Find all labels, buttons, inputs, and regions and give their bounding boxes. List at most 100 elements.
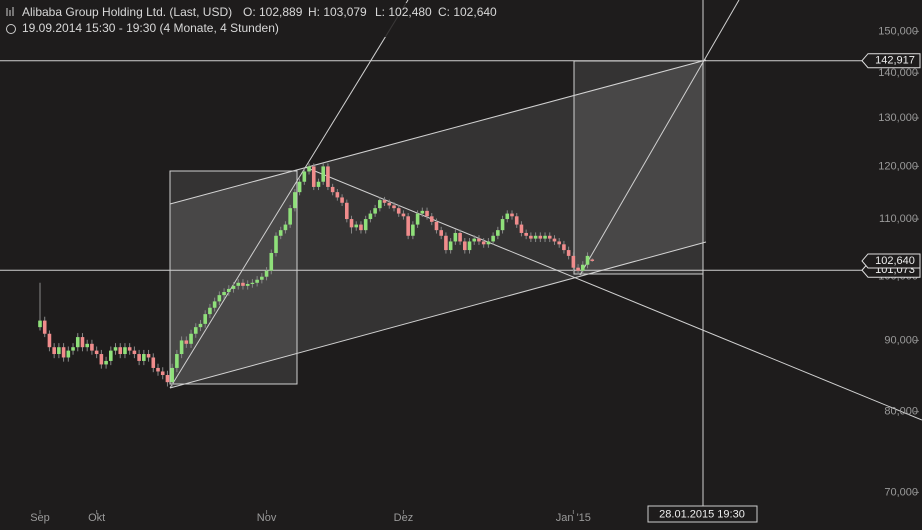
candle-body [359, 224, 363, 231]
candle-body [297, 181, 302, 193]
candle-body [42, 320, 47, 334]
candle-body [104, 360, 108, 365]
candle-body [193, 327, 198, 334]
candle-body [38, 320, 42, 328]
candle-body [146, 354, 151, 358]
candle-body [278, 230, 283, 236]
channel-top [169, 59, 707, 205]
candle-body [557, 241, 561, 245]
candle-body [90, 343, 94, 351]
candle-body [415, 213, 420, 225]
candle-body [231, 285, 236, 289]
candle-body [127, 347, 132, 351]
candle-body [156, 367, 160, 372]
plot: 70,00080,00090,000100,000110,000120,0001… [0, 25, 919, 524]
candle-body [94, 350, 99, 355]
candle-body [66, 350, 71, 358]
y-tick-label: 130,000 [878, 112, 918, 124]
candle-body [142, 354, 146, 361]
candle-body [453, 232, 458, 242]
candle-body [434, 221, 439, 231]
channel-bottom [169, 241, 707, 389]
candle-body [184, 340, 189, 344]
y-tick-label: 120,000 [878, 160, 918, 172]
trend-line [304, 166, 922, 421]
candle-body [71, 347, 75, 351]
icon [6, 7, 14, 16]
candle-body [420, 210, 425, 214]
candle-body [61, 347, 66, 358]
header: Alibaba Group Holding Ltd. (Last, USD) O… [2, 3, 502, 37]
candle-body [57, 347, 61, 355]
candle-body [118, 347, 123, 355]
candle-body [562, 244, 566, 251]
candle-body [458, 232, 462, 242]
candle-body [444, 235, 448, 251]
candle-body [227, 288, 231, 293]
trend-line [169, 0, 409, 389]
low: L: 102,480 [375, 5, 432, 19]
x-tick-label: Okt [88, 512, 105, 524]
candle-body [401, 213, 406, 217]
candle-body [47, 333, 52, 348]
candle-body [321, 166, 325, 182]
candle-body [269, 252, 274, 271]
candle-body [260, 276, 264, 280]
trend-line [579, 0, 740, 276]
subtitle: 19.09.2014 15:30 - 19:30 (4 Monate, 4 St… [22, 21, 279, 35]
candle-body [448, 241, 453, 251]
candle-body [241, 282, 245, 286]
candle-body [576, 267, 580, 271]
x-tick-label: Sep [30, 512, 50, 524]
title: Alibaba Group Holding Ltd. (Last, USD) [22, 5, 232, 19]
x-tick-label: Nov [257, 512, 277, 524]
candle-body [283, 224, 288, 231]
candle-body [533, 235, 538, 239]
candle-body [212, 301, 217, 308]
candle-body [307, 166, 311, 172]
y-tick-label: 140,000 [878, 67, 918, 79]
clock-icon [6, 24, 16, 34]
crosshair-box [647, 505, 758, 523]
candle-body [571, 255, 576, 268]
crosshair-label: 28.01.2015 19:30 [659, 508, 745, 520]
candle-body [123, 347, 127, 355]
candle-body [217, 295, 222, 302]
candle-body [75, 337, 80, 348]
candle-body [132, 350, 137, 355]
candle-body [581, 264, 585, 271]
candle-body [585, 255, 590, 265]
candle-body [566, 250, 571, 256]
header-bg [2, 3, 502, 37]
candle-body [335, 192, 340, 198]
candle-body [250, 282, 255, 285]
candle-body [236, 282, 241, 286]
candle-body [175, 354, 179, 368]
last-price-tag [861, 253, 921, 269]
candle-body [529, 235, 533, 239]
candle-body [467, 241, 472, 251]
candle-body [137, 354, 141, 361]
box [169, 170, 298, 385]
candle-body [373, 208, 377, 214]
candle-body [165, 375, 170, 383]
y-tick-label: 110,000 [879, 213, 918, 225]
candle-body [302, 171, 307, 182]
candle-body [316, 181, 321, 187]
candle-body [208, 307, 212, 315]
candle-body [109, 350, 113, 361]
candle-body [396, 208, 401, 214]
candle-body [203, 314, 207, 324]
level-tag [861, 53, 921, 69]
y-tick-label: 70,000 [884, 486, 918, 498]
candle-body [245, 284, 250, 286]
candle-body [345, 202, 349, 220]
candle-body [179, 340, 184, 355]
close: C: 102,640 [438, 5, 497, 19]
candle-body [519, 224, 524, 233]
candle-body [354, 224, 359, 228]
candle-body [491, 235, 495, 242]
candle-body [349, 219, 354, 228]
candle-body [99, 354, 104, 365]
